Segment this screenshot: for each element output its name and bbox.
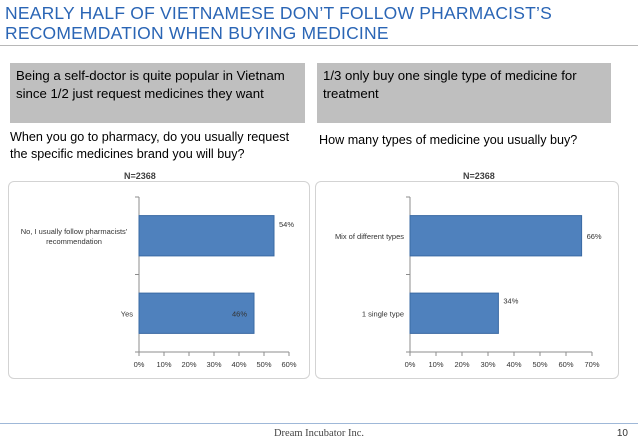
page-number: 10: [616, 428, 628, 439]
left-chart-x-tick-label: 40%: [231, 360, 246, 369]
left-key-message: Being a self-doctor is quite popular in …: [16, 68, 285, 101]
left-chart-x-tick-label: 30%: [206, 360, 221, 369]
right-chart-bar: [409, 215, 583, 257]
page-title-line-2: RECOMEMDATION WHEN BUYING MEDICINE: [5, 23, 389, 43]
left-chart-bar: [138, 292, 255, 334]
left-question: When you go to pharmacy, do you usually …: [10, 130, 290, 161]
right-chart-x-tick-label: 10%: [428, 360, 443, 369]
right-chart-value-label: 34%: [503, 296, 518, 305]
left-chart-category-label: Yes: [121, 309, 133, 318]
right-chart-bar: [409, 292, 499, 334]
title-divider: [0, 45, 638, 46]
footer-divider: [0, 423, 638, 424]
left-chart-panel: 0% 10% 20% 30% 40% 50% 60% No, I usually follow…: [8, 181, 310, 379]
left-chart-x-tick-label: 50%: [256, 360, 271, 369]
left-chart-x-tick-label: 20%: [181, 360, 196, 369]
left-bar-chart: 0% 10% 20% 30% 40% 50% 60% No, I usually follow…: [21, 196, 297, 369]
right-question: How many types of medicine you usually b…: [319, 133, 578, 147]
left-chart-category-label: recommendation: [46, 237, 102, 246]
right-chart-x-tick-label: 30%: [480, 360, 495, 369]
right-chart-x-tick-label: 20%: [454, 360, 469, 369]
footer-company: Dream Incubator Inc.: [273, 428, 365, 439]
left-chart-x-tick-label: 0%: [134, 360, 145, 369]
page-title: NEARLY HALF OF VIETNAMESE DON’T FOLLOW P…: [5, 3, 625, 43]
right-key-message-box: 1/3 only buy one single type of medicine…: [317, 63, 611, 123]
left-chart-value-label: 46%: [232, 309, 247, 318]
right-chart-x-tick-label: 70%: [584, 360, 599, 369]
right-chart-x-tick-label: 0%: [405, 360, 416, 369]
right-key-message: 1/3 only buy one single type of medicine…: [323, 68, 577, 101]
left-chart-value-label: 54%: [279, 220, 294, 229]
left-chart-category-label: No, I usually follow pharmacists': [21, 227, 128, 236]
left-chart-bar: [138, 215, 275, 257]
right-chart-value-label: 66%: [587, 232, 602, 241]
right-chart-x-tick-label: 40%: [506, 360, 521, 369]
left-chart-x-tick-label: 60%: [281, 360, 296, 369]
left-sample-size: N=2368: [124, 171, 156, 181]
right-chart-category-label: Mix of different types: [335, 232, 404, 241]
left-chart-x-tick-label: 10%: [156, 360, 171, 369]
right-chart-x-tick-label: 50%: [532, 360, 547, 369]
right-chart-category-label: 1 single type: [362, 309, 404, 318]
right-sample-size: N=2368: [463, 171, 495, 181]
right-bar-chart: 0% 10% 20% 30% 40% 50% 60% 70% Mix of different …: [335, 196, 602, 369]
page-title-line-1: NEARLY HALF OF VIETNAMESE DON’T FOLLOW P…: [5, 3, 552, 23]
left-key-message-box: Being a self-doctor is quite popular in …: [10, 63, 305, 123]
right-chart-panel: 0% 10% 20% 30% 40% 50% 60% 70% Mix of different …: [315, 181, 619, 379]
right-chart-x-tick-label: 60%: [558, 360, 573, 369]
